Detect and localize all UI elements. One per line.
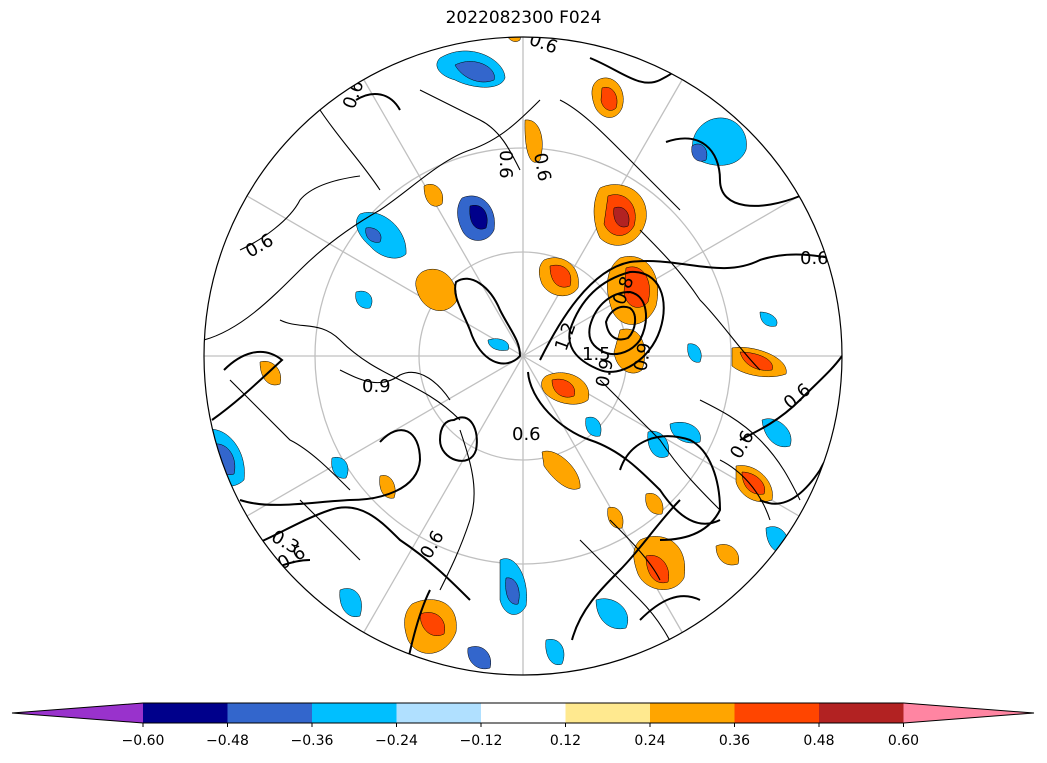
contour-label: 0.9	[630, 341, 656, 373]
map-title: 2022082300 F024	[445, 8, 602, 28]
colorbar-bin	[650, 703, 735, 723]
colorbar-bin	[227, 703, 313, 723]
shade-blob	[365, 227, 382, 243]
shade-blob	[623, 266, 650, 308]
contour-label: 0.9	[592, 357, 618, 389]
shade-blob	[419, 612, 446, 636]
colorbar-tick-label: 0.48	[803, 733, 834, 749]
colorbar-bin	[481, 703, 566, 723]
contour-label: 1.5	[582, 344, 611, 365]
shade-blob	[499, 37, 522, 42]
shade-blob	[356, 212, 407, 259]
contour-label: 0.6	[495, 150, 516, 179]
shade-blob	[741, 471, 766, 495]
shade-blob	[524, 119, 543, 163]
colorbar-bin	[565, 703, 651, 723]
colorbar-bin	[734, 703, 820, 723]
colorbar: −0.60 −0.48 −0.36 −0.24 −0.12 0.12 0.24 0.36 0.4…	[11, 702, 1035, 749]
shade-blob	[600, 86, 618, 111]
colorbar-bin	[143, 703, 228, 723]
shade-blob	[331, 456, 349, 479]
colorbar-tick-label: 0.36	[719, 733, 750, 749]
contour-label: 0.6	[529, 151, 555, 183]
colorbar-tick-label: −0.12	[460, 733, 503, 749]
colorbar-extend-low	[12, 703, 143, 723]
shade-blob	[454, 61, 495, 83]
shade-blob	[541, 450, 581, 490]
shade-blob	[761, 418, 792, 448]
contour-label: 0.9	[362, 376, 391, 397]
coastlines	[204, 89, 801, 661]
shade-blob	[545, 639, 565, 666]
shade-blob	[339, 588, 362, 618]
shade-blob	[505, 577, 520, 605]
colorbar-segments	[11, 702, 1035, 724]
shade-blob	[691, 143, 708, 162]
colorbar-bin	[396, 703, 482, 723]
map-boundary	[203, 36, 843, 676]
shade-blob	[613, 206, 630, 228]
shade-blob	[595, 598, 628, 630]
contour-label: 0.6	[526, 29, 560, 59]
shade-blob	[759, 311, 778, 327]
colorbar-tick-label: −0.48	[206, 733, 249, 749]
contour-label: 0.6	[780, 379, 815, 413]
colorbar-tick-label: 0.12	[550, 733, 581, 749]
contours	[211, 49, 842, 671]
shade-blob	[645, 555, 670, 584]
shade-blob	[469, 205, 488, 230]
shade-blob	[715, 544, 740, 566]
shade-blob	[645, 493, 664, 515]
shade-blob	[551, 378, 576, 398]
shade-blob	[467, 646, 492, 670]
colorbar-tick-label: −0.24	[375, 733, 418, 749]
shade-blob	[687, 343, 702, 363]
polar-map: 0.6 0.6 0.6 0.6 0.6 0.6 0.6 0.6 0.9 0.9 …	[203, 29, 843, 676]
contour-label: 0.6	[242, 230, 277, 263]
contour-label: 0.6	[339, 78, 369, 112]
shade-blob	[585, 416, 602, 437]
shade-blob	[549, 264, 572, 288]
contour-label: 0.6	[800, 248, 829, 269]
colorbar-ticks: −0.60 −0.48 −0.36 −0.24 −0.12 0.12 0.24 0.36 0.4…	[122, 723, 919, 749]
shade-blob	[423, 184, 444, 207]
colorbar-bin	[819, 703, 904, 723]
shade-blob	[607, 506, 624, 529]
colorbar-extend-high	[903, 703, 1034, 723]
colorbar-tick-label: −0.36	[291, 733, 334, 749]
colorbar-bin	[312, 703, 397, 723]
shade-blob	[487, 338, 510, 351]
shade-blob	[415, 268, 457, 311]
colorbar-tick-label: 0.24	[634, 733, 665, 749]
contour-label: 0.6	[512, 424, 541, 445]
contour-labels: 0.6 0.6 0.6 0.6 0.6 0.6 0.6 0.6 0.9 0.9 …	[242, 29, 829, 574]
shade-blob	[669, 422, 701, 444]
shade-blob	[355, 290, 373, 309]
colorbar-tick-label: −0.60	[122, 733, 165, 749]
colorbar-tick-label: 0.60	[888, 733, 919, 749]
